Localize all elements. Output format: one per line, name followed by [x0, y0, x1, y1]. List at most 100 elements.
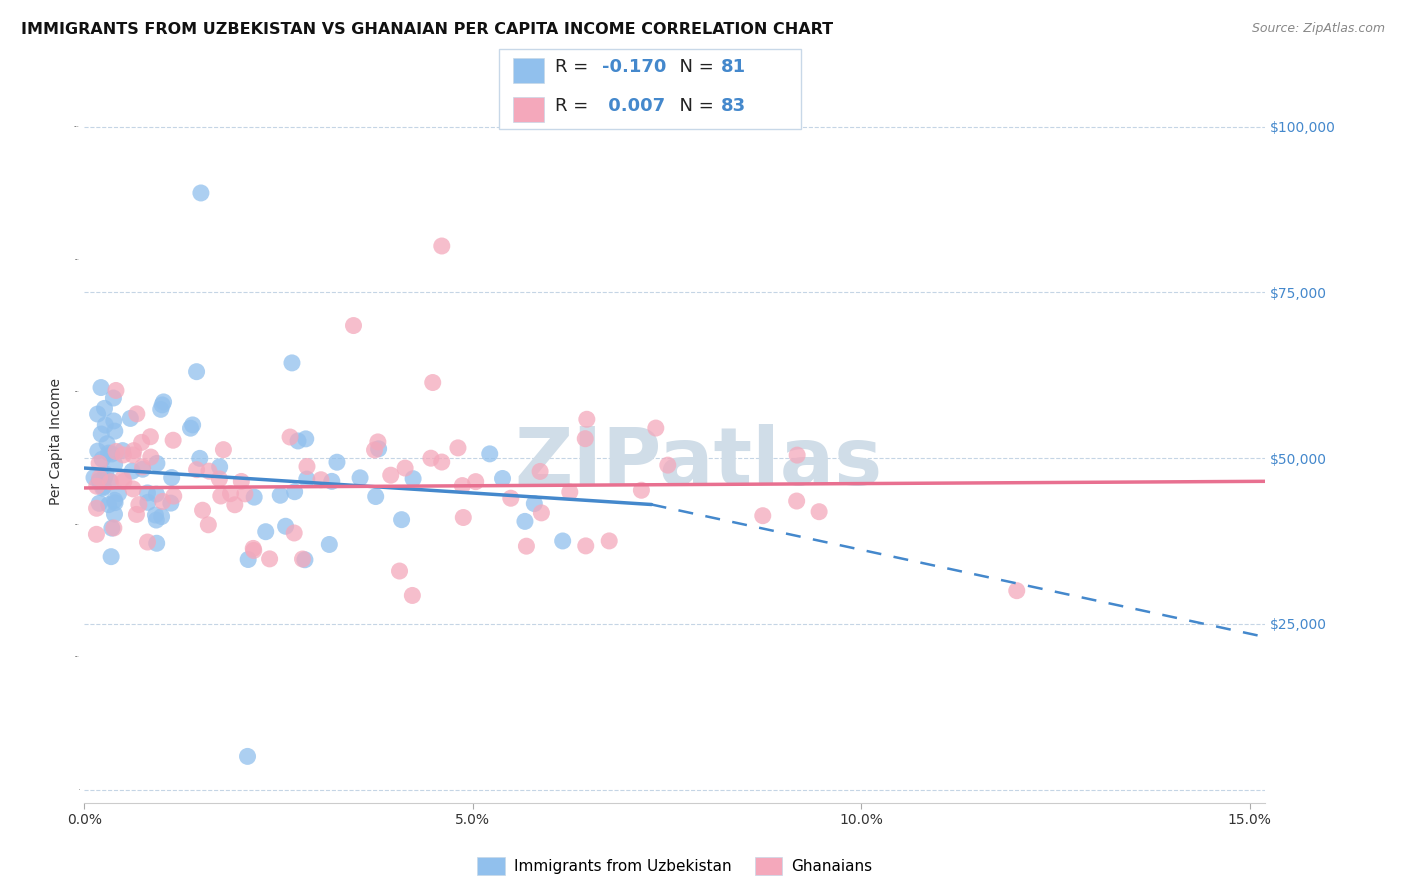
Point — [478, 447, 501, 461]
Point — [269, 488, 291, 502]
Point — [808, 505, 831, 519]
Point — [349, 471, 371, 485]
Text: IMMIGRANTS FROM UZBEKISTAN VS GHANAIAN PER CAPITA INCOME CORRELATION CHART: IMMIGRANTS FROM UZBEKISTAN VS GHANAIAN P… — [21, 22, 834, 37]
Point — [89, 496, 111, 510]
Point — [93, 401, 115, 416]
Text: -0.170: -0.170 — [602, 58, 666, 76]
Text: N =: N = — [668, 97, 720, 115]
Point — [575, 539, 598, 553]
Point — [287, 434, 309, 448]
Point — [89, 471, 111, 485]
Point — [188, 451, 211, 466]
Point — [90, 380, 112, 394]
Text: R =: R = — [555, 58, 595, 76]
Point — [321, 475, 343, 489]
Point — [111, 471, 134, 485]
Point — [104, 457, 127, 471]
Point — [93, 480, 115, 494]
Point — [242, 541, 264, 556]
Point — [104, 496, 127, 510]
Point — [491, 471, 513, 485]
Point — [402, 472, 425, 486]
Point — [630, 483, 652, 498]
Point — [90, 427, 112, 442]
Point — [145, 487, 167, 501]
Point — [236, 749, 259, 764]
Point — [131, 462, 153, 476]
Point — [575, 412, 598, 426]
Point — [391, 513, 413, 527]
Point — [131, 435, 153, 450]
Point — [291, 552, 314, 566]
Text: Source: ZipAtlas.com: Source: ZipAtlas.com — [1251, 22, 1385, 36]
Point — [422, 376, 444, 390]
Point — [121, 464, 143, 478]
Point — [150, 509, 173, 524]
Point — [294, 432, 316, 446]
Point — [259, 552, 281, 566]
Point — [243, 490, 266, 504]
Point — [451, 478, 474, 492]
Point — [145, 508, 167, 522]
Point — [97, 498, 120, 512]
Point — [598, 533, 620, 548]
Legend: Immigrants from Uzbekistan, Ghanaians: Immigrants from Uzbekistan, Ghanaians — [478, 857, 872, 875]
Point — [83, 470, 105, 484]
Point — [367, 434, 389, 449]
Point — [657, 458, 679, 472]
Point — [212, 442, 235, 457]
Point — [326, 455, 349, 469]
Point — [394, 461, 416, 475]
Point — [120, 411, 142, 425]
Point — [94, 418, 117, 433]
Point — [281, 356, 304, 370]
Text: 81: 81 — [721, 58, 747, 76]
Point — [125, 508, 148, 522]
Point — [163, 489, 186, 503]
Point — [136, 486, 159, 500]
Point — [388, 564, 411, 578]
Point — [152, 395, 174, 409]
Point — [513, 515, 536, 529]
Point — [430, 455, 453, 469]
Point — [131, 459, 153, 474]
Point — [238, 552, 260, 566]
Point — [103, 391, 125, 405]
Point — [180, 421, 202, 435]
Point — [145, 513, 167, 527]
Point — [574, 432, 596, 446]
Point — [447, 441, 470, 455]
Point — [342, 318, 364, 333]
Point — [752, 508, 775, 523]
Point — [198, 464, 221, 478]
Point — [160, 496, 183, 510]
Point — [208, 459, 231, 474]
Point — [309, 473, 332, 487]
Text: 0.007: 0.007 — [602, 97, 665, 115]
Point — [150, 398, 173, 412]
Point — [419, 451, 441, 466]
Point — [191, 503, 214, 517]
Text: 83: 83 — [721, 97, 747, 115]
Point — [122, 448, 145, 462]
Point — [160, 470, 183, 484]
Point — [231, 475, 253, 489]
Point — [786, 494, 808, 508]
Point — [107, 486, 129, 500]
Point — [278, 430, 301, 444]
Point — [97, 446, 120, 460]
Point — [224, 498, 246, 512]
Point — [162, 434, 184, 448]
Point — [103, 414, 125, 428]
Point — [100, 475, 122, 489]
Point — [105, 444, 128, 458]
Point — [112, 448, 135, 462]
Point — [1005, 583, 1028, 598]
Point — [208, 472, 231, 486]
Point — [104, 384, 127, 398]
Point — [103, 521, 125, 535]
Point — [242, 543, 264, 558]
Point — [145, 536, 167, 550]
Point — [86, 527, 108, 541]
Point — [464, 475, 486, 489]
